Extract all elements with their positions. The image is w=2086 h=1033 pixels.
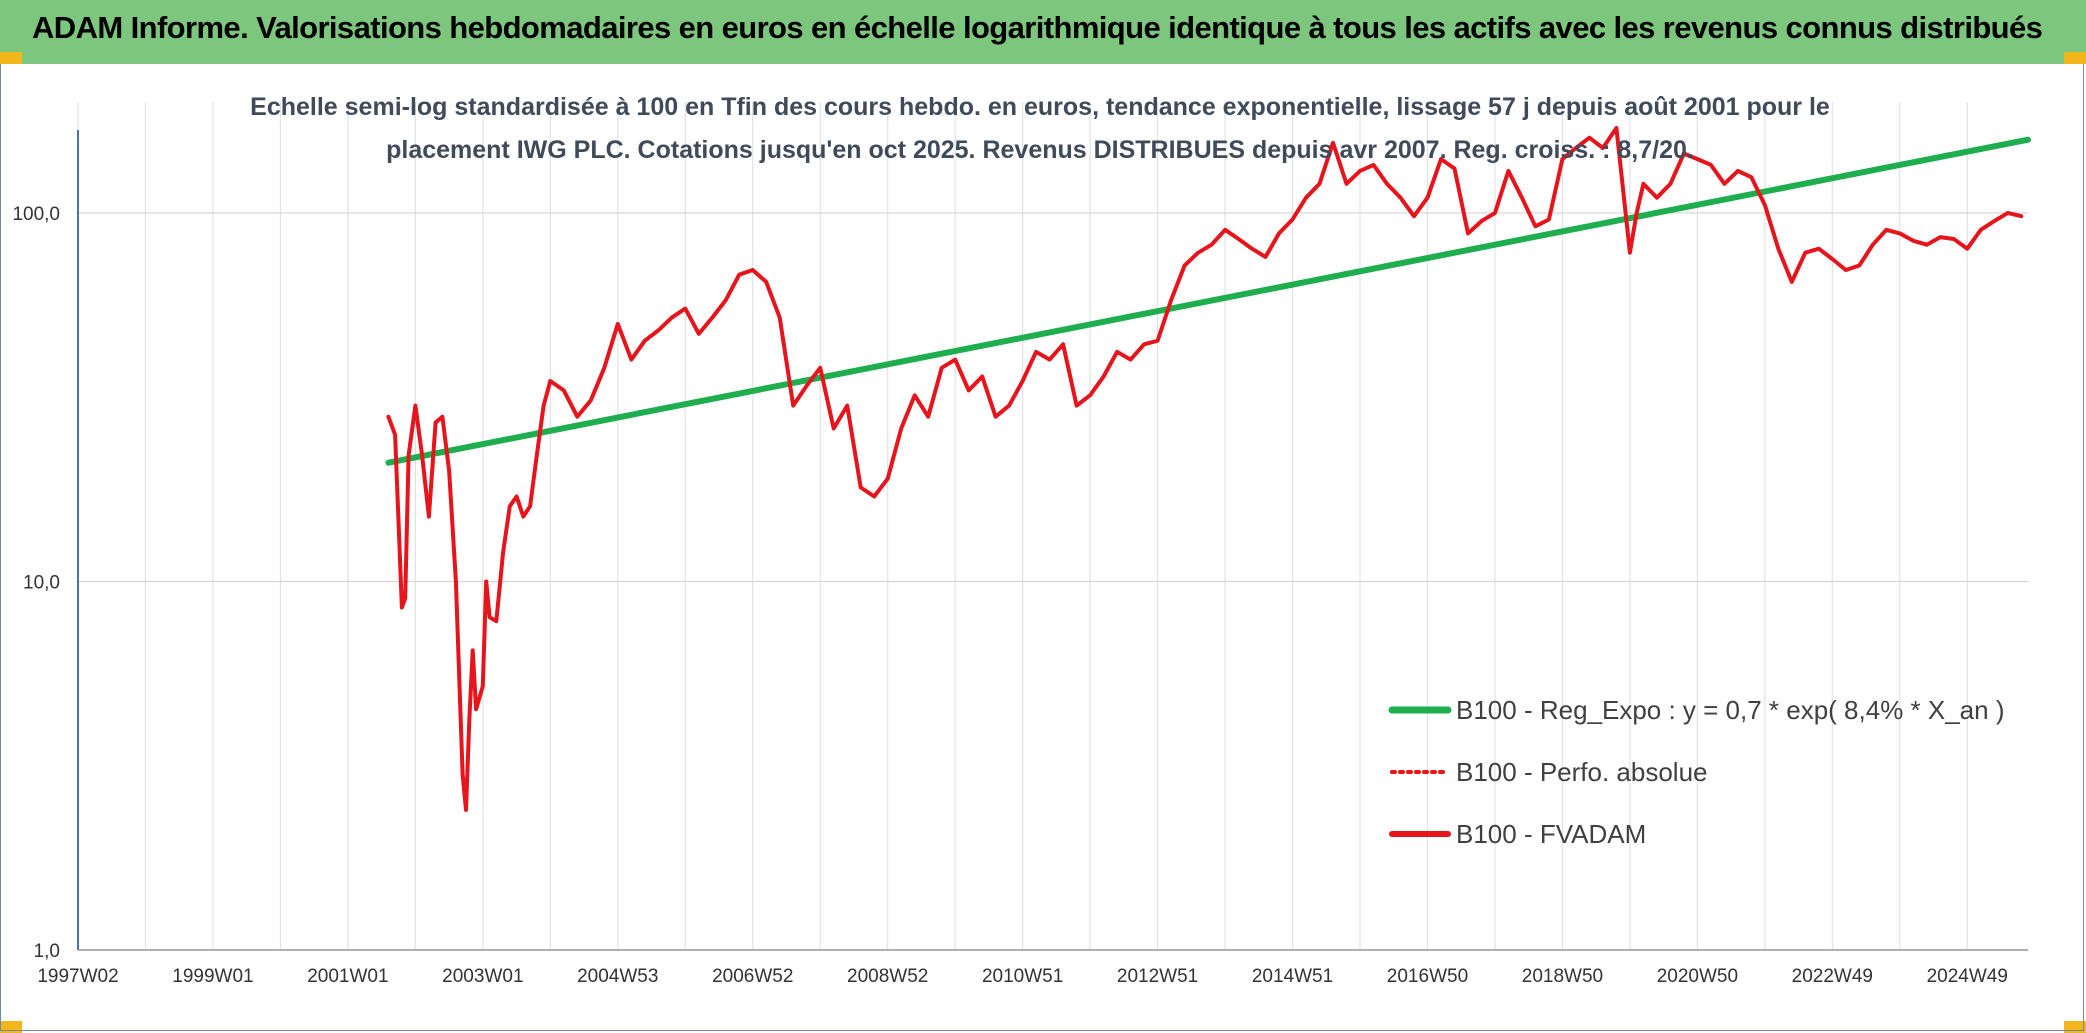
x-tick-label: 2022W49 xyxy=(1792,966,1873,987)
legend-entry-0: B100 - Reg_Expo : y = 0,7 * exp( 8,4% * … xyxy=(1456,695,2005,725)
x-tick-label: 2008W52 xyxy=(847,966,928,987)
x-tick-label: 2010W51 xyxy=(982,966,1063,987)
x-tick-label: 2012W51 xyxy=(1117,966,1198,987)
x-tick-label: 2003W01 xyxy=(442,966,523,987)
corner-marker-right xyxy=(2064,52,2086,64)
legend-entry-2: B100 - FVADAM xyxy=(1456,819,1646,849)
series-line-2 xyxy=(386,126,2024,812)
chart-title-line-1: Echelle semi-log standardisée à 100 en T… xyxy=(250,93,1830,121)
x-tick-label: 2018W50 xyxy=(1522,966,1603,987)
corner-marker-left xyxy=(0,52,22,64)
chart-frame xyxy=(0,64,2084,1031)
legend: B100 - Reg_Expo : y = 0,7 * exp( 8,4% * … xyxy=(1388,695,2005,849)
x-tick-label: 2016W50 xyxy=(1387,966,1468,987)
x-tick-label: 1997W02 xyxy=(37,966,118,987)
report-title: ADAM Informe. Valorisations hebdomadaire… xyxy=(32,10,2043,45)
series-group xyxy=(385,126,2031,812)
chart-title: Echelle semi-log standardisée à 100 en T… xyxy=(250,93,1830,164)
y-tick-label: 1,0 xyxy=(34,941,60,962)
chart-title-line-2: placement IWG PLC. Cotations jusqu'en oc… xyxy=(386,136,1694,164)
x-tick-label: 2020W50 xyxy=(1657,966,1738,987)
axes: 1,0 10,0 100,0 1997W02 1999W01 2001W01 2003W01… xyxy=(12,130,2028,987)
x-tick-label: 1999W01 xyxy=(172,966,253,987)
y-tick-label: 100,0 xyxy=(12,204,60,225)
grid xyxy=(77,102,2028,951)
header-bar: ADAM Informe. Valorisations hebdomadaire… xyxy=(0,0,2086,64)
y-tick-label: 10,0 xyxy=(23,572,60,593)
x-tick-label: 2004W53 xyxy=(577,966,658,987)
x-tick-label: 2024W49 xyxy=(1927,966,2008,987)
x-tick-label: 2014W51 xyxy=(1252,966,1333,987)
series-line-0 xyxy=(385,136,2031,466)
x-tick-label: 2006W52 xyxy=(712,966,793,987)
x-tick-label: 2001W01 xyxy=(307,966,388,987)
legend-entry-1: B100 - Perfo. absolue xyxy=(1456,757,1708,787)
